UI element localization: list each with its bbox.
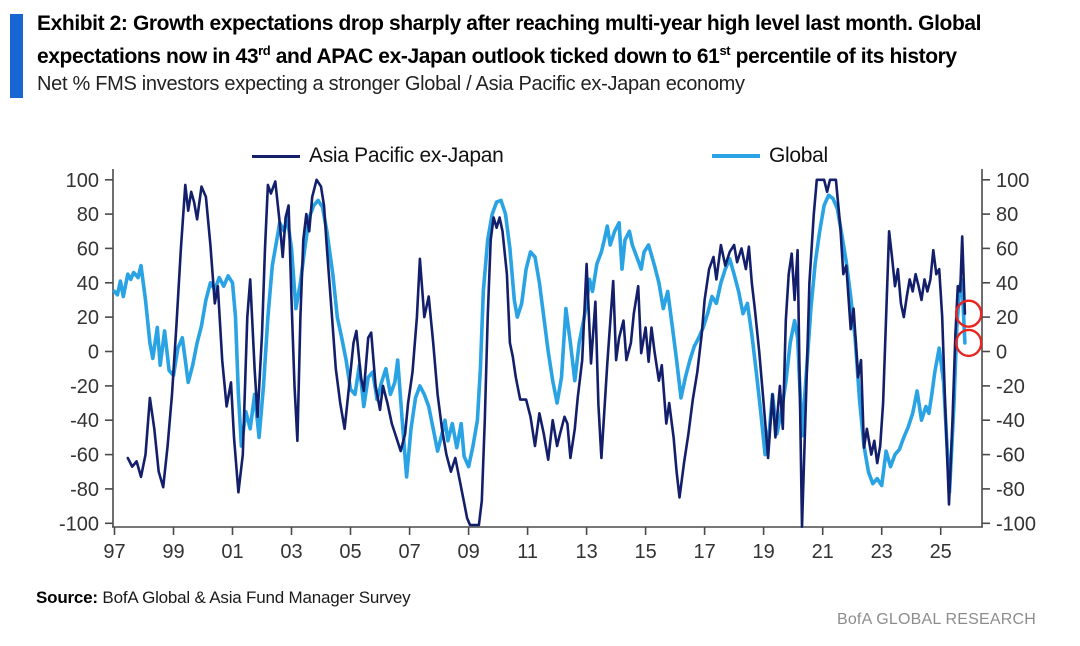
exhibit-title-line2: expectations now in 43rd and APAC ex-Jap… [37, 43, 957, 68]
latest-value-circle [955, 299, 983, 328]
x-tick-label: 97 [103, 541, 125, 563]
y-tick-label-left: 100 [66, 170, 99, 192]
legend-line-global [712, 154, 760, 158]
chart-subtitle: Net % FMS investors expecting a stronger… [37, 73, 745, 95]
superscript-rd: rd [258, 43, 271, 58]
latest-value-circle [955, 328, 983, 358]
x-tick-label: 11 [517, 541, 538, 563]
y-tick-label-left: -100 [59, 513, 99, 535]
exhibit-title-line1: Exhibit 2: Growth expectations drop shar… [37, 12, 982, 35]
x-tick-label: 07 [398, 541, 420, 563]
y-tick-label-right: 60 [996, 238, 1018, 260]
y-tick-label-left: -20 [70, 376, 99, 398]
y-tick-label-right: -60 [996, 445, 1025, 467]
y-tick-label-left: 0 [88, 342, 99, 364]
y-tick-label-right: -100 [996, 513, 1036, 535]
series-line-asia-pacific-ex-japan [126, 178, 967, 529]
x-tick-label: 03 [280, 541, 302, 563]
y-tick-label-left: -60 [70, 445, 99, 467]
y-tick-label-left: -40 [70, 410, 99, 432]
bofa-watermark: BofA GLOBAL RESEARCH [836, 611, 1036, 628]
y-tick-label-right: 80 [996, 204, 1018, 226]
y-tick-label-right: 0 [996, 342, 1007, 364]
y-tick-label-left: -80 [70, 479, 99, 501]
x-tick-label: 21 [812, 541, 834, 563]
y-tick-label-left: 80 [77, 204, 99, 226]
legend-line-asia-pacific [252, 154, 300, 158]
title-block: Exhibit 2: Growth expectations drop shar… [37, 10, 1047, 97]
y-tick-label-left: 60 [77, 238, 99, 260]
x-tick-label: 09 [457, 541, 479, 563]
x-tick-label: 15 [634, 541, 656, 563]
x-tick-label: 13 [575, 541, 597, 563]
x-tick-label: 01 [221, 541, 243, 563]
x-tick-label: 05 [339, 541, 361, 563]
y-tick-label-left: 20 [77, 307, 99, 329]
legend-label-global: Global [769, 144, 828, 167]
source-label: Source: [36, 588, 98, 607]
x-tick-label: 25 [930, 541, 952, 563]
y-tick-label-right: -80 [996, 479, 1025, 501]
title-accent-bar [10, 14, 23, 98]
x-tick-label: 23 [871, 541, 893, 563]
source-note: Source: BofA Global & Asia Fund Manager … [36, 588, 411, 608]
x-tick-label: 99 [162, 541, 184, 563]
y-tick-label-right: -20 [996, 376, 1025, 398]
legend-item-global: Global [712, 144, 828, 168]
y-tick-label-right: 20 [996, 307, 1018, 329]
legend-item-asia-pacific: Asia Pacific ex-Japan [252, 144, 504, 168]
x-tick-label: 17 [693, 541, 715, 563]
y-tick-label-right: 100 [996, 170, 1029, 192]
source-text: BofA Global & Asia Fund Manager Survey [97, 588, 411, 607]
y-tick-label-right: -40 [996, 410, 1025, 432]
superscript-st: st [719, 43, 731, 58]
x-tick-label: 19 [752, 541, 774, 563]
series-line-global [112, 193, 967, 495]
legend-label-asia-pacific: Asia Pacific ex-Japan [309, 144, 504, 167]
y-tick-label-left: 40 [77, 273, 99, 295]
y-tick-label-right: 40 [996, 273, 1018, 295]
